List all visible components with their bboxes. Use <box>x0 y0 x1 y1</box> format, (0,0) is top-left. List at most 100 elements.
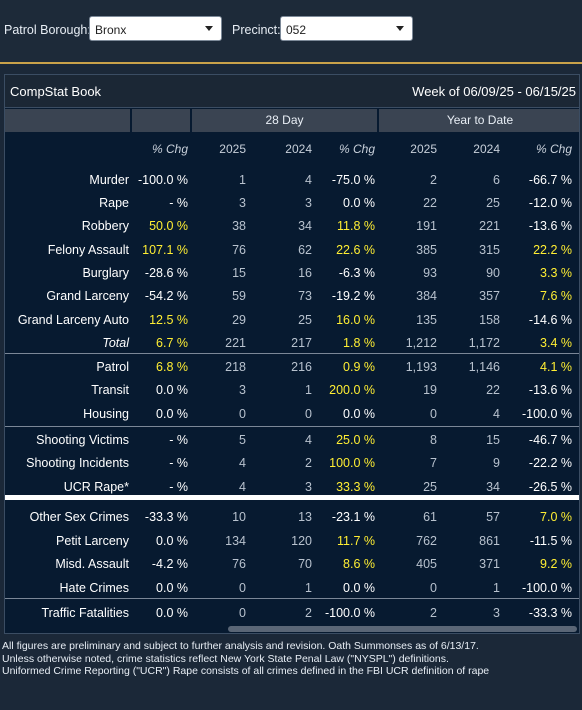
row-label: Robbery <box>81 219 129 233</box>
count-cell: 2 <box>305 456 312 470</box>
pct-change-cell: 6.8 % <box>156 360 188 374</box>
count-cell: 134 <box>225 534 246 548</box>
count-cell: 4 <box>239 456 246 470</box>
borough-select[interactable]: Bronx <box>89 16 222 41</box>
row-label: UCR Rape* <box>63 480 129 494</box>
row-label: Housing <box>83 407 129 421</box>
pct-change-cell: 3.4 % <box>540 336 572 350</box>
count-cell: 70 <box>298 557 312 571</box>
count-cell: 13 <box>298 510 312 524</box>
count-cell: 1 <box>493 581 500 595</box>
pct-change-cell: 12.5 % <box>149 313 188 327</box>
pct-change-cell: 100.0 % <box>329 456 375 470</box>
pct-change-cell: -23.1 % <box>331 510 375 524</box>
week-range: Week of 06/09/25 - 06/15/25 <box>412 84 576 99</box>
row-label: Petit Larceny <box>56 534 129 548</box>
precinct-select[interactable]: 052 <box>280 16 413 41</box>
count-cell: 861 <box>479 534 500 548</box>
count-cell: 385 <box>416 243 437 257</box>
row-label: Murder <box>89 173 129 187</box>
count-cell: 1 <box>305 383 312 397</box>
count-cell: 3 <box>239 196 246 210</box>
count-cell: 90 <box>486 266 500 280</box>
horizontal-scrollbar[interactable] <box>228 626 577 632</box>
precinct-value: 052 <box>286 23 307 37</box>
row-label: Rape <box>99 196 129 210</box>
compstat-panel: CompStat Book Week of 06/09/25 - 06/15/2… <box>4 74 580 634</box>
pct-change-cell: 107.1 % <box>142 243 188 257</box>
count-cell: 15 <box>232 266 246 280</box>
count-cell: 216 <box>291 360 312 374</box>
pct-change-cell: 11.8 % <box>337 219 375 233</box>
count-cell: 38 <box>232 219 246 233</box>
row-label: Burglary <box>82 266 129 280</box>
count-cell: 0 <box>239 606 246 620</box>
chevron-down-icon <box>396 26 404 31</box>
count-cell: 120 <box>291 534 312 548</box>
pct-change-cell: 0.0 % <box>156 534 188 548</box>
count-cell: 315 <box>479 243 500 257</box>
pct-change-cell: 0.0 % <box>156 581 188 595</box>
table-row: UCR Rape* - % 4 3 33.3 % 25 34 -26.5 % <box>5 476 579 499</box>
footnote: All figures are preliminary and subject … <box>2 640 479 652</box>
count-cell: 25 <box>486 196 500 210</box>
count-cell: 3 <box>305 196 312 210</box>
count-cell: 57 <box>486 510 500 524</box>
row-label: Other Sex Crimes <box>29 510 129 524</box>
table-row: Robbery 50.0 % 38 34 11.8 % 191 221 -13.6 % <box>5 215 579 238</box>
count-cell: 3 <box>239 383 246 397</box>
count-cell: 15 <box>486 433 500 447</box>
count-cell: 3 <box>493 606 500 620</box>
pct-change-cell: - % <box>169 456 188 470</box>
row-label: Traffic Fatalities <box>41 606 129 620</box>
header-divider <box>0 62 582 64</box>
pct-change-cell: -11.5 % <box>529 534 572 548</box>
row-label: Grand Larceny Auto <box>17 313 129 327</box>
pct-change-cell: -100.0 % <box>324 606 375 620</box>
table-row: Traffic Fatalities 0.0 % 0 2 -100.0 % 2 3 -33.3… <box>5 602 579 625</box>
pct-change-cell: -100.0 % <box>521 407 572 421</box>
pct-change-cell: -26.5 % <box>528 480 572 494</box>
row-divider <box>5 426 579 427</box>
count-cell: 22 <box>486 383 500 397</box>
pct-change-cell: 1.8 % <box>343 336 375 350</box>
group-header-28day: 28 Day <box>192 109 377 132</box>
pct-change-cell: 0.0 % <box>156 407 188 421</box>
count-cell: 59 <box>232 289 246 303</box>
count-cell: 1 <box>305 581 312 595</box>
count-cell: 62 <box>298 243 312 257</box>
pct-change-cell: -13.6 % <box>528 219 572 233</box>
column-header: % Chg <box>338 142 375 156</box>
count-cell: 4 <box>305 173 312 187</box>
pct-change-cell: -4.2 % <box>151 557 188 571</box>
table-row: Other Sex Crimes -33.3 % 10 13 -23.1 % 61 57 7.… <box>5 506 579 529</box>
footnotes: All figures are preliminary and subject … <box>2 640 582 678</box>
pct-change-cell: 0.0 % <box>156 606 188 620</box>
pct-change-cell: -13.6 % <box>528 383 572 397</box>
row-label: Shooting Victims <box>36 433 129 447</box>
count-cell: 158 <box>479 313 500 327</box>
pct-change-cell: -19.2 % <box>331 289 375 303</box>
table-row: Misd. Assault -4.2 % 76 70 8.6 % 405 371 9.2 % <box>5 553 579 576</box>
pct-change-cell: -75.0 % <box>331 173 375 187</box>
borough-value: Bronx <box>95 23 127 37</box>
row-divider <box>5 353 579 354</box>
table-row: Burglary -28.6 % 15 16 -6.3 % 93 90 3.3 % <box>5 262 579 285</box>
count-cell: 4 <box>493 407 500 421</box>
count-cell: 357 <box>479 289 500 303</box>
pct-change-cell: -100.0 % <box>521 581 572 595</box>
row-divider <box>5 598 579 599</box>
count-cell: 0 <box>239 581 246 595</box>
pct-change-cell: 9.2 % <box>540 557 572 571</box>
table-row: Petit Larceny 0.0 % 134 120 11.7 % 762 861 -11.… <box>5 530 579 553</box>
table-row: Hate Crimes 0.0 % 0 1 0.0 % 0 1 -100.0 % <box>5 577 579 600</box>
pct-change-cell: - % <box>169 480 188 494</box>
count-cell: 4 <box>239 480 246 494</box>
table-row: Rape - % 3 3 0.0 % 22 25 -12.0 % <box>5 192 579 215</box>
table-row: Patrol 6.8 % 218 216 0.9 % 1,193 1,146 4.1 % <box>5 356 579 379</box>
pct-change-cell: 16.0 % <box>336 313 375 327</box>
panel-header: CompStat Book Week of 06/09/25 - 06/15/2… <box>5 75 579 108</box>
count-cell: 1,193 <box>405 360 437 374</box>
pct-change-cell: -54.2 % <box>144 289 188 303</box>
pct-change-cell: 0.0 % <box>343 196 375 210</box>
